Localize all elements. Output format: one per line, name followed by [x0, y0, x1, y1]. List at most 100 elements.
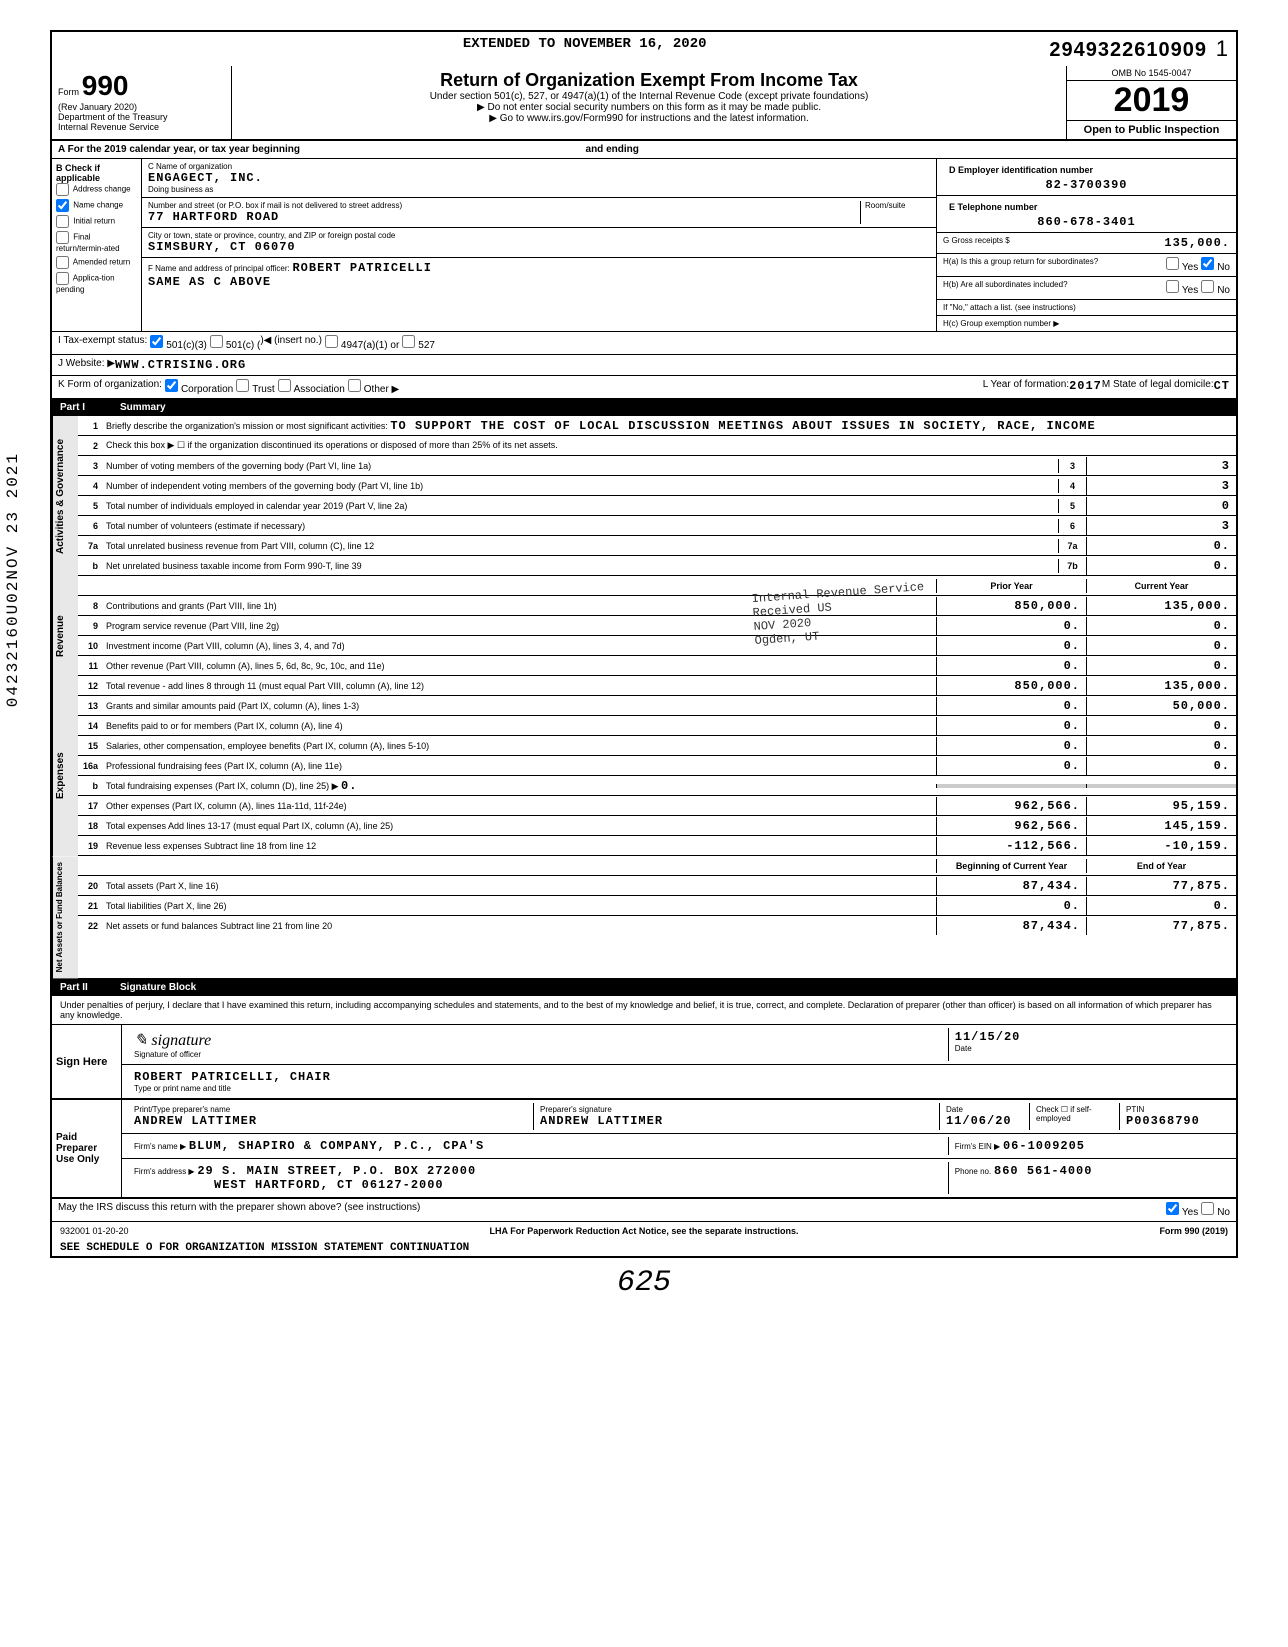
hc-label: H(c) Group exemption number ▶: [937, 316, 1236, 331]
faddr1: 29 S. MAIN STREET, P.O. BOX 272000: [197, 1164, 476, 1178]
date-label: Date: [955, 1044, 1224, 1053]
l3v: 3: [1086, 457, 1236, 475]
l19: Revenue less expenses Subtract line 18 f…: [102, 839, 936, 853]
l16ap: 0.: [936, 757, 1086, 775]
part2-num: Part II: [60, 982, 120, 993]
hb-no[interactable]: No: [1198, 280, 1230, 296]
curr-hdr: Current Year: [1086, 579, 1236, 593]
room-label: Room/suite: [865, 201, 930, 210]
status-row-i: I Tax-exempt status: 501(c)(3) 501(c) ( …: [52, 332, 1236, 355]
tab-governance: Activities & Governance: [52, 416, 78, 576]
ha-yes[interactable]: Yes: [1163, 257, 1198, 273]
chk-application[interactable]: Applica-tion pending: [56, 272, 137, 294]
status-row-j: J Website: ▶ WWW.CTRISING.ORG: [52, 355, 1236, 376]
l17c: 95,159.: [1086, 797, 1236, 815]
extended-to: EXTENDED TO NOVEMBER 16, 2020: [463, 36, 707, 52]
i-501c3[interactable]: 501(c)(3): [147, 335, 207, 351]
tab-expenses: Expenses: [52, 696, 78, 856]
gross: 135,000.: [1010, 236, 1230, 250]
top-bar: EXTENDED TO NOVEMBER 16, 2020 2949322610…: [52, 32, 1236, 66]
chk-address[interactable]: Address change: [56, 183, 137, 196]
footer: 932001 01-20-20 LHA For Paperwork Reduct…: [52, 1222, 1236, 1240]
k-corp[interactable]: Corporation: [162, 379, 233, 395]
k-assoc[interactable]: Association: [275, 379, 345, 395]
ha-label: H(a) Is this a group return for subordin…: [943, 257, 1163, 273]
prior-hdr: Prior Year: [936, 579, 1086, 593]
chk-amended[interactable]: Amended return: [56, 256, 137, 269]
l12: Total revenue - add lines 8 through 11 (…: [102, 679, 936, 693]
type-label: Type or print name and title: [134, 1084, 1224, 1093]
tax-year: 2019: [1067, 81, 1236, 120]
part1-header: Part I Summary: [52, 399, 1236, 416]
ptin: P00368790: [1126, 1114, 1224, 1128]
prep-date-label: Date: [946, 1105, 1023, 1114]
l7b: Net unrelated business taxable income fr…: [102, 559, 1058, 573]
chk-initial[interactable]: Initial return: [56, 215, 137, 228]
year-col: OMB No 1545-0047 2019 Open to Public Ins…: [1066, 66, 1236, 139]
form-goto: Go to www.irs.gov/Form990 for instructio…: [238, 113, 1060, 124]
l11p: 0.: [936, 657, 1086, 675]
sign-here-label: Sign Here: [52, 1025, 122, 1098]
discuss-no[interactable]: No: [1198, 1202, 1230, 1218]
part1-gov: Activities & Governance 1Briefly describ…: [52, 416, 1236, 576]
l19p: -112,566.: [936, 837, 1086, 855]
prep-name-label: Print/Type preparer's name: [134, 1105, 527, 1114]
l22c: 77,875.: [1086, 917, 1236, 935]
l8c: 135,000.: [1086, 597, 1236, 615]
l13p: 0.: [936, 697, 1086, 715]
f-label: F Name and address of principal officer:: [148, 264, 290, 273]
firm-label: Firm's name ▶: [134, 1142, 186, 1151]
block-b: B Check if applicable Address change Nam…: [52, 159, 142, 331]
page-number: 1: [1216, 36, 1228, 61]
f-addr: SAME AS C ABOVE: [148, 275, 271, 289]
g-label: G Gross receipts $: [943, 236, 1010, 250]
l2: Check this box ▶ ☐ if the organization d…: [102, 438, 1236, 453]
l19c: -10,159.: [1086, 837, 1236, 855]
m-state: CT: [1214, 379, 1230, 395]
l11c: 0.: [1086, 657, 1236, 675]
l18: Total expenses Add lines 13-17 (must equ…: [102, 819, 936, 833]
l18p: 962,566.: [936, 817, 1086, 835]
sig-label: Signature of officer: [134, 1050, 942, 1059]
section-a-end: and ending: [586, 144, 639, 155]
l21p: 0.: [936, 897, 1086, 915]
fphone-label: Phone no.: [955, 1167, 991, 1176]
l11: Other revenue (Part VIII, column (A), li…: [102, 659, 936, 673]
title-col: Return of Organization Exempt From Incom…: [232, 66, 1066, 139]
addr-label: Number and street (or P.O. box if mail i…: [148, 201, 860, 210]
part1-rev: Revenue Prior YearCurrent Year 8Contribu…: [52, 576, 1236, 696]
part1-txt: Summary: [120, 402, 166, 413]
sign-here-block: Sign Here ✎ signature Signature of offic…: [52, 1025, 1236, 1100]
discuss-yes[interactable]: Yes: [1163, 1202, 1198, 1218]
l20: Total assets (Part X, line 16): [102, 879, 936, 893]
chk-final[interactable]: Final return/termin-ated: [56, 231, 137, 253]
l4: Number of independent voting members of …: [102, 479, 1058, 493]
hb-yes[interactable]: Yes: [1163, 280, 1198, 296]
i-501c[interactable]: 501(c) (: [207, 335, 260, 351]
i-4947[interactable]: 4947(a)(1) or: [322, 335, 399, 351]
l16bv: 0.: [341, 779, 357, 793]
l22p: 87,434.: [936, 917, 1086, 935]
phone: 860-678-3401: [943, 215, 1230, 229]
form-title: Return of Organization Exempt From Incom…: [238, 70, 1060, 91]
chk-name[interactable]: Name change: [56, 199, 137, 212]
header-row: Form 990 (Rev January 2020) Department o…: [52, 66, 1236, 141]
l16b: Total fundraising expenses (Part IX, col…: [106, 781, 339, 791]
prep-sig-label: Preparer's signature: [540, 1105, 933, 1114]
ha-no[interactable]: No: [1198, 257, 1230, 273]
officer-name: ROBERT PATRICELLI, CHAIR: [134, 1070, 1224, 1084]
street: 77 HARTFORD ROAD: [148, 210, 860, 224]
website: WWW.CTRISING.ORG: [115, 358, 246, 372]
k-other[interactable]: Other ▶: [345, 379, 399, 395]
form-page: 04232160U02NOV 23 2021 EXTENDED TO NOVEM…: [50, 30, 1238, 1258]
i-527[interactable]: 527: [399, 335, 435, 351]
eoy-hdr: End of Year: [1086, 859, 1236, 873]
l5v: 0: [1086, 497, 1236, 515]
hb-label: H(b) Are all subordinates included?: [943, 280, 1163, 296]
l1-val: TO SUPPORT THE COST OF LOCAL DISCUSSION …: [390, 419, 1095, 433]
k-trust[interactable]: Trust: [233, 379, 274, 395]
firm-name: BLUM, SHAPIRO & COMPANY, P.C., CPA'S: [189, 1139, 484, 1153]
l16ac: 0.: [1086, 757, 1236, 775]
faddr2: WEST HARTFORD, CT 06127-2000: [214, 1178, 444, 1192]
l17: Other expenses (Part IX, column (A), lin…: [102, 799, 936, 813]
